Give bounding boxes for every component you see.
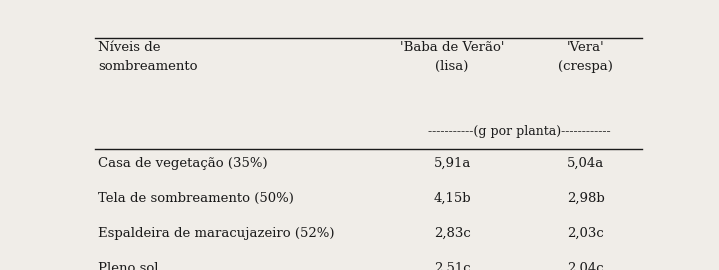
Text: Espaldeira de maracujazeiro (52%): Espaldeira de maracujazeiro (52%) [99,227,335,240]
Text: 'Baba de Verão'
(lisa): 'Baba de Verão' (lisa) [400,41,504,73]
Text: 2,51c: 2,51c [434,262,470,270]
Text: Níveis de
sombreamento: Níveis de sombreamento [99,41,198,73]
Text: 5,91a: 5,91a [434,157,471,170]
Text: -----------(g por planta)------------: -----------(g por planta)------------ [428,125,610,138]
Text: 2,83c: 2,83c [434,227,470,240]
Text: Casa de vegetação (35%): Casa de vegetação (35%) [99,157,268,170]
Text: Tela de sombreamento (50%): Tela de sombreamento (50%) [99,192,294,205]
Text: 2,03c: 2,03c [567,227,604,240]
Text: 2,98b: 2,98b [567,192,605,205]
Text: 4,15b: 4,15b [434,192,471,205]
Text: 2,04c: 2,04c [567,262,604,270]
Text: 'Vera'
(crespa): 'Vera' (crespa) [559,41,613,73]
Text: Pleno sol: Pleno sol [99,262,159,270]
Text: 5,04a: 5,04a [567,157,605,170]
